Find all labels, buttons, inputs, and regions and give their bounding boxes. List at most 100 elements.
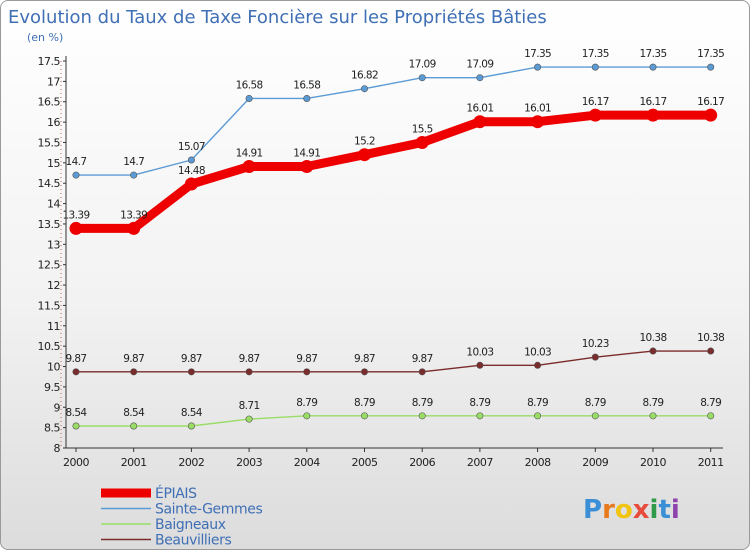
data-label--piais: 16.01: [466, 103, 493, 115]
y-tick-label: 11: [47, 320, 60, 333]
data-point-baigneaux: [187, 422, 195, 430]
data-point-baigneaux: [303, 412, 311, 420]
data-label--piais: 15.2: [354, 136, 375, 148]
data-point--piais: [242, 160, 256, 174]
data-point-baigneaux: [418, 412, 426, 420]
x-tick-label: 2004: [294, 456, 320, 469]
data-label-beauvilliers: 10.38: [639, 332, 666, 344]
data-point-beauvilliers: [245, 368, 253, 376]
data-label-beauvilliers: 9.87: [239, 353, 260, 365]
data-point-baigneaux: [534, 412, 542, 420]
data-label-baigneaux: 8.79: [585, 397, 606, 409]
data-point-beauvilliers: [130, 368, 138, 376]
data-label-beauvilliers: 9.87: [66, 353, 87, 365]
y-tick-label: 14: [47, 198, 60, 211]
series-line-beauvilliers: [76, 350, 711, 373]
data-point-sainte-gemmes: [418, 74, 426, 82]
data-point--piais: [300, 160, 314, 174]
data-label--piais: 13.39: [120, 209, 147, 221]
data-point-baigneaux: [649, 412, 657, 420]
x-tick-label: 2008: [525, 456, 551, 469]
y-tick-label: 9.5: [44, 381, 60, 394]
data-point--piais: [473, 115, 487, 129]
data-point-beauvilliers: [418, 368, 426, 376]
data-point-sainte-gemmes: [303, 94, 311, 102]
data-label-baigneaux: 8.79: [469, 397, 490, 409]
data-point-baigneaux: [591, 412, 599, 420]
y-tick-label: 13: [47, 238, 60, 251]
data-point-baigneaux: [707, 412, 715, 420]
y-tick-label: 12: [47, 279, 60, 292]
series-layer: [69, 63, 718, 430]
data-label--piais: 14.91: [236, 148, 263, 160]
y-tick-label: 15.5: [38, 136, 61, 149]
y-tick-label: 8.5: [44, 422, 60, 435]
x-tick-label: 2005: [352, 456, 378, 469]
x-tick-label: 2010: [640, 456, 666, 469]
data-label--piais: 14.91: [293, 148, 320, 160]
axes: 8 8.5 9 9.5 10 10.5 11 11.5 12 12.5 13 13.5 14 14.5 15…: [38, 55, 725, 469]
data-point-beauvilliers: [72, 368, 80, 376]
y-tick-label: 10.5: [38, 340, 61, 353]
data-label-baigneaux: 8.79: [412, 397, 433, 409]
data-point-baigneaux: [360, 412, 368, 420]
data-label-sainte-gemmes: 15.07: [178, 141, 205, 153]
data-point-sainte-gemmes: [476, 74, 484, 82]
data-label-beauvilliers: 9.87: [123, 353, 144, 365]
logo-letter: t: [658, 495, 670, 525]
data-point--piais: [531, 115, 545, 129]
y-tick-label: 13.5: [38, 218, 61, 231]
data-label-baigneaux: 8.54: [181, 407, 203, 419]
data-point--piais: [69, 221, 83, 235]
data-point--piais: [184, 177, 198, 191]
y-tick-label: 17: [47, 75, 60, 88]
proxiti-logo: Proxiti: [583, 495, 680, 525]
y-tick-label: 15: [47, 157, 60, 170]
data-point-beauvilliers: [303, 368, 311, 376]
data-point-baigneaux: [130, 422, 138, 430]
logo-letter: r: [602, 495, 615, 525]
data-point-beauvilliers: [591, 353, 599, 361]
data-labels: 14.7 14.7 15.07 16.58 16.58 16.82 17.09 17.09 17…: [62, 48, 724, 419]
data-point--piais: [588, 108, 602, 122]
data-label-sainte-gemmes: 16.58: [236, 79, 263, 91]
data-point-sainte-gemmes: [591, 63, 599, 71]
data-point-sainte-gemmes: [245, 94, 253, 102]
data-label-baigneaux: 8.54: [66, 407, 88, 419]
data-point-beauvilliers: [707, 347, 715, 355]
data-label--piais: 14.48: [178, 165, 205, 177]
x-tick-label: 2003: [236, 456, 262, 469]
y-tick-label: 14.5: [38, 177, 61, 190]
data-label-sainte-gemmes: 17.35: [582, 48, 609, 60]
legend-label-sainte-gemmes: Sainte-Gemmes: [155, 502, 262, 518]
data-label-beauvilliers: 9.87: [296, 353, 317, 365]
x-tick-label: 2007: [467, 456, 493, 469]
legend-label-baigneaux: Baigneaux: [155, 517, 226, 533]
data-label--piais: 16.17: [582, 96, 609, 108]
data-label-beauvilliers: 10.03: [466, 346, 493, 358]
y-tick-label: 11.5: [38, 299, 61, 312]
data-label-sainte-gemmes: 16.82: [351, 70, 378, 82]
data-label-beauvilliers: 10.23: [582, 338, 609, 350]
data-label--piais: 16.17: [639, 96, 666, 108]
legend-label-beauvilliers: Beauvilliers: [155, 533, 231, 549]
x-tick-label: 2000: [63, 456, 89, 469]
series-line-sainte-gemmes: [76, 66, 711, 176]
series-line--piais: [76, 110, 711, 233]
data-label-baigneaux: 8.79: [700, 397, 721, 409]
data-label-beauvilliers: 9.87: [412, 353, 433, 365]
data-point-beauvilliers: [187, 368, 195, 376]
x-tick-label: 2006: [409, 456, 435, 469]
data-label-sainte-gemmes: 17.09: [409, 59, 436, 71]
y-tick-label: 16: [47, 116, 60, 129]
data-label-baigneaux: 8.54: [123, 407, 145, 419]
chart-subtitle: (en %): [27, 31, 63, 44]
data-label-baigneaux: 8.79: [296, 397, 317, 409]
logo-letter: x: [633, 495, 650, 525]
data-point--piais: [646, 108, 660, 122]
data-label-beauvilliers: 9.87: [354, 353, 375, 365]
x-tick-label: 2011: [698, 456, 724, 469]
